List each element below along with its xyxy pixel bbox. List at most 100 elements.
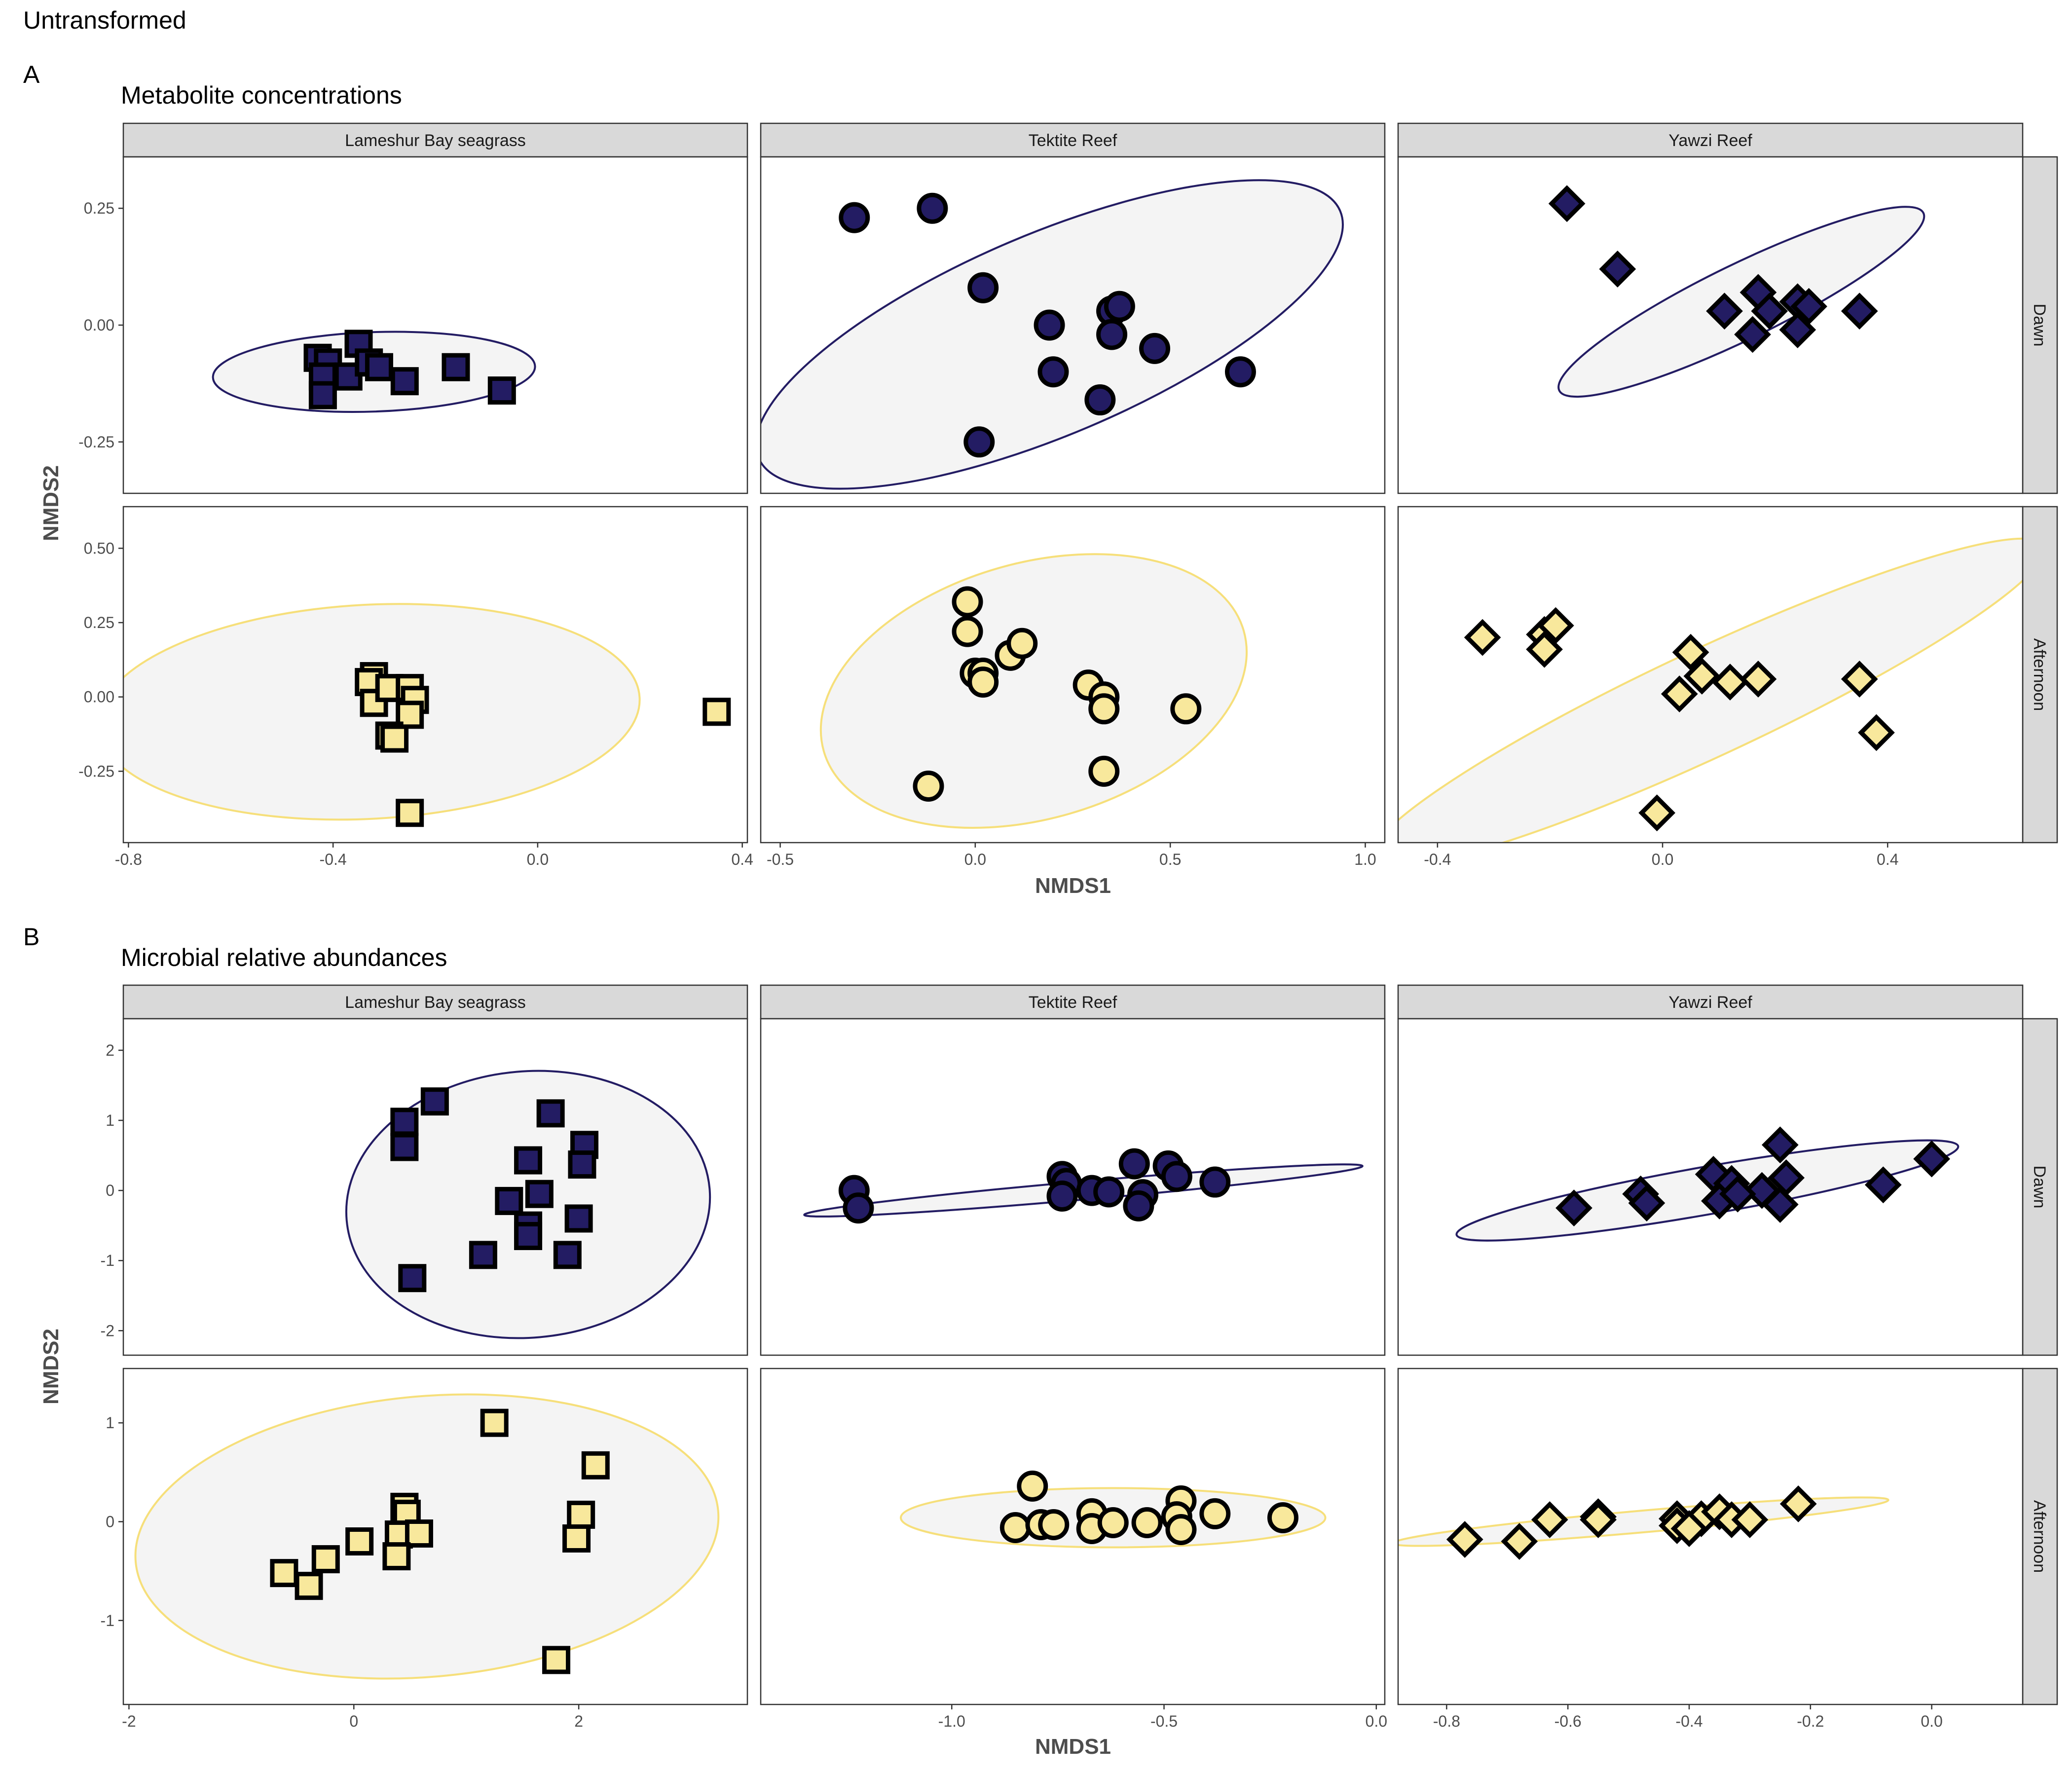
data-point-circle bbox=[1139, 333, 1171, 364]
data-point-circle bbox=[1131, 1507, 1163, 1538]
data-point-circle bbox=[1267, 1502, 1298, 1533]
panel-content bbox=[803, 1148, 1364, 1224]
x-tick-label: -0.5 bbox=[1150, 1712, 1178, 1730]
panel-content bbox=[819, 553, 1248, 829]
data-point-circle bbox=[1096, 319, 1128, 350]
panel-border bbox=[122, 506, 748, 844]
panel-content bbox=[1398, 1485, 1889, 1560]
data-point-square bbox=[542, 1646, 571, 1674]
x-tick-label: 0.5 bbox=[1159, 851, 1181, 868]
data-point-square bbox=[480, 1408, 509, 1437]
data-point-circle bbox=[967, 272, 999, 303]
panel-border bbox=[1397, 1018, 2024, 1356]
data-point-diamond bbox=[1580, 1501, 1617, 1538]
data-point-diamond bbox=[1913, 1140, 1950, 1178]
facet-strip-label: Tektite Reef bbox=[1029, 993, 1117, 1012]
data-point-square bbox=[295, 1572, 323, 1600]
data-point-square bbox=[553, 1241, 582, 1269]
data-point-square bbox=[581, 1451, 610, 1480]
data-point-circle bbox=[1084, 384, 1116, 416]
facet-panel bbox=[1397, 1018, 2024, 1356]
data-point-diamond bbox=[1661, 675, 1698, 713]
data-point-square bbox=[311, 1545, 340, 1574]
data-point-diamond bbox=[1731, 1501, 1769, 1538]
x-axis-title: NMDS1 bbox=[1035, 1735, 1111, 1759]
data-point-circle bbox=[917, 192, 948, 224]
facet-strip-label: Lameshur Bay seagrass bbox=[345, 131, 526, 150]
panel-border bbox=[122, 1018, 748, 1356]
facet-row-strip bbox=[2022, 156, 2058, 494]
data-point-square bbox=[390, 1133, 419, 1161]
x-tick-label: -1.0 bbox=[938, 1712, 965, 1730]
x-tick-label: 0.0 bbox=[1366, 1712, 1387, 1730]
y-tick-label: -1 bbox=[101, 1612, 114, 1629]
data-point-square bbox=[487, 376, 516, 405]
y-tick-label: 1 bbox=[106, 1111, 114, 1129]
x-tick-label: 0.0 bbox=[527, 851, 549, 868]
panel-content bbox=[134, 1393, 720, 1680]
facet-panel bbox=[122, 1018, 748, 1356]
data-point-square bbox=[308, 381, 337, 409]
x-tick-label: 0.0 bbox=[964, 851, 986, 868]
data-point-circle bbox=[1037, 356, 1069, 388]
data-point-circle bbox=[1199, 1166, 1231, 1198]
panel-border bbox=[1397, 156, 2024, 494]
data-point-diamond bbox=[1751, 293, 1788, 330]
figure-title: Untransformed bbox=[23, 6, 186, 34]
data-point-square bbox=[495, 1186, 523, 1215]
facet-row-label: Afternoon bbox=[2030, 1500, 2049, 1573]
x-tick-label: 1.0 bbox=[1354, 851, 1376, 868]
y-tick-label: 0.25 bbox=[84, 199, 114, 217]
panel-border bbox=[760, 1368, 1386, 1705]
facet-strip bbox=[1397, 122, 2024, 158]
facet-strip bbox=[760, 984, 1386, 1020]
data-point-circle bbox=[1165, 1514, 1197, 1545]
panel-label: B bbox=[23, 923, 39, 951]
x-tick-label: 0.4 bbox=[1877, 851, 1898, 868]
y-axis-title: NMDS2 bbox=[39, 1329, 63, 1405]
facet-strip-label: Lameshur Bay seagrass bbox=[345, 993, 526, 1012]
data-point-diamond bbox=[1501, 1523, 1538, 1560]
panel-background bbox=[123, 157, 747, 493]
data-point-square bbox=[398, 1264, 427, 1293]
data-point-diamond bbox=[1864, 1166, 1902, 1204]
x-tick-label: -0.8 bbox=[1433, 1712, 1460, 1730]
data-point-diamond bbox=[1761, 1126, 1799, 1164]
data-point-diamond bbox=[1548, 185, 1586, 222]
data-point-diamond bbox=[1790, 288, 1827, 325]
facet-row-strip bbox=[2022, 1368, 2058, 1705]
data-point-circle bbox=[963, 426, 995, 458]
data-point-circle bbox=[1104, 291, 1135, 322]
data-point-circle bbox=[1017, 1470, 1048, 1502]
data-point-square bbox=[345, 1527, 374, 1556]
x-axis-title: NMDS1 bbox=[1035, 874, 1111, 898]
data-point-square bbox=[380, 724, 409, 753]
facet-panel bbox=[1397, 506, 2024, 844]
data-point-diamond bbox=[1706, 293, 1743, 330]
x-tick-label: -0.8 bbox=[115, 851, 142, 868]
panel-a-metabolite-concentrations: A Metabolite concentrations Lameshur Bay s… bbox=[23, 61, 2058, 898]
data-point-square bbox=[703, 698, 731, 726]
panel-border bbox=[760, 506, 1386, 844]
data-point-circle bbox=[1088, 693, 1120, 725]
data-point-diamond bbox=[1628, 1184, 1665, 1222]
facet-panel bbox=[1397, 156, 2024, 494]
facet-strip bbox=[1397, 984, 2024, 1020]
data-point-diamond bbox=[1779, 311, 1816, 348]
panel-title: Microbial relative abundances bbox=[121, 944, 447, 971]
data-point-circle bbox=[1161, 1161, 1192, 1192]
data-point-square bbox=[536, 1099, 565, 1128]
data-point-circle bbox=[913, 770, 944, 802]
y-tick-label: 2 bbox=[106, 1041, 114, 1059]
data-point-diamond bbox=[1858, 714, 1895, 751]
panel-content bbox=[1398, 537, 2023, 843]
data-point-diamond bbox=[1719, 1175, 1756, 1213]
data-point-square bbox=[382, 1542, 411, 1571]
y-tick-label: 1 bbox=[106, 1414, 114, 1432]
panel-content bbox=[899, 1470, 1327, 1549]
data-point-square bbox=[420, 1087, 449, 1116]
data-point-diamond bbox=[1638, 794, 1676, 832]
data-point-square bbox=[567, 1500, 595, 1529]
facet-row-label: Dawn bbox=[2030, 1166, 2049, 1209]
x-tick-label: 2 bbox=[574, 1712, 583, 1730]
